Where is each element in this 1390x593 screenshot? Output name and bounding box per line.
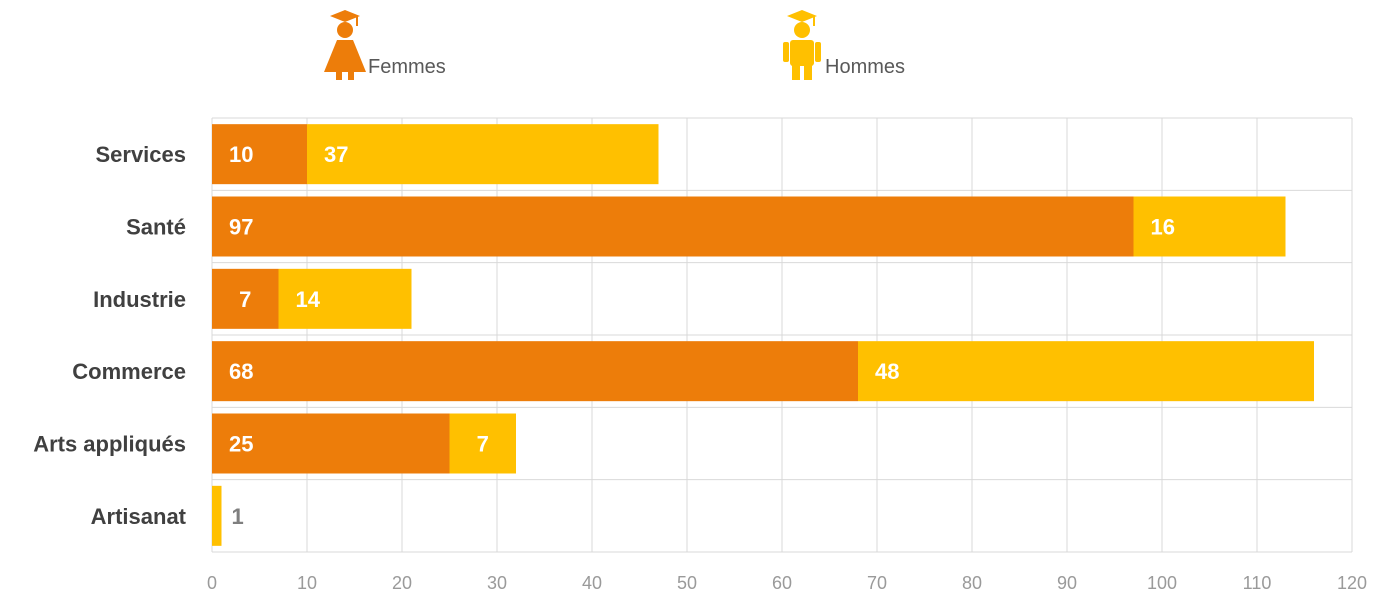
category-label: Santé	[126, 215, 186, 240]
chart-legend: Femmes Hommes	[0, 0, 1390, 90]
category-label: Arts appliqués	[33, 432, 186, 457]
category-label: Artisanat	[91, 504, 187, 529]
x-tick-label: 30	[487, 573, 507, 593]
data-label: 48	[875, 359, 899, 384]
x-tick-label: 80	[962, 573, 982, 593]
bar-hommes	[278, 268, 412, 329]
x-tick-label: 100	[1147, 573, 1177, 593]
bar-femmes	[212, 124, 307, 185]
category-label: Commerce	[72, 359, 186, 384]
x-tick-label: 90	[1057, 573, 1077, 593]
bar-hommes	[212, 485, 222, 546]
bar-femmes	[212, 413, 450, 474]
data-label: 16	[1151, 215, 1175, 240]
bar-femmes	[212, 341, 858, 402]
x-tick-label: 120	[1337, 573, 1367, 593]
x-tick-label: 70	[867, 573, 887, 593]
data-label: 1	[232, 504, 244, 529]
category-label: Services	[95, 142, 186, 167]
bar-femmes	[212, 268, 279, 329]
legend-label-hommes: Hommes	[825, 56, 906, 78]
x-tick-label: 20	[392, 573, 412, 593]
data-label: 97	[229, 215, 253, 240]
male-graduate-icon	[783, 10, 821, 80]
data-label: 37	[324, 142, 348, 167]
data-label: 68	[229, 359, 253, 384]
x-tick-label: 0	[207, 573, 217, 593]
bar-hommes	[449, 413, 516, 474]
female-graduate-icon	[324, 10, 366, 80]
bar-hommes	[1133, 196, 1286, 257]
bar-hommes	[858, 341, 1314, 402]
bar-hommes	[307, 124, 659, 185]
x-tick-label: 10	[297, 573, 317, 593]
data-label: 10	[229, 142, 253, 167]
bar-femmes	[212, 196, 1134, 257]
data-label: 14	[296, 287, 321, 312]
x-tick-label: 40	[582, 573, 602, 593]
category-label: Industrie	[93, 287, 186, 312]
x-tick-label: 60	[772, 573, 792, 593]
x-tick-label: 110	[1243, 573, 1272, 593]
data-label: 25	[229, 432, 253, 457]
x-tick-label: 50	[677, 573, 697, 593]
legend-label-femmes: Femmes	[368, 56, 446, 78]
data-label: 7	[239, 287, 251, 312]
data-label: 7	[477, 432, 489, 457]
